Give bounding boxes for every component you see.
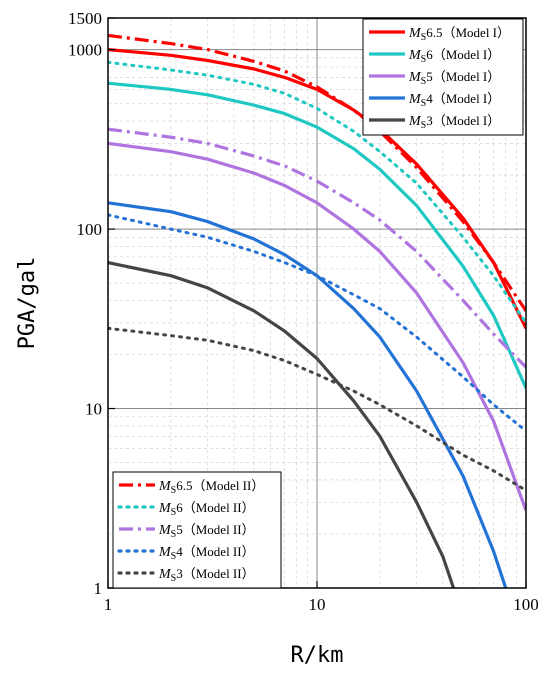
legend-entry-label: MS6（Model I）: [408, 47, 500, 65]
x-axis-label: R/km: [291, 643, 344, 668]
x-tick-label: 10: [309, 595, 326, 614]
legend-entry-label: MS4（Model II）: [158, 544, 255, 562]
legend-box: [112, 471, 282, 589]
series-line-0: [108, 48, 526, 330]
x-tick-label: 1: [104, 595, 113, 614]
legend-entry-label: MS6（Model II）: [158, 500, 255, 518]
series-lines: [108, 33, 526, 588]
legends: MS6.5（Model I） MS6（Model I） MS5（Model I） MS…: [112, 18, 524, 589]
series-line-9: [108, 326, 526, 492]
legend-top-right: MS6.5（Model I） MS6（Model I） MS5（Model I） MS…: [362, 18, 524, 136]
legend-entry-label: MS3（Model I）: [408, 113, 500, 131]
series-line-4: [108, 261, 456, 588]
legend-entry-label: MS5（Model I）: [408, 69, 500, 87]
y-tick-label: 1000: [68, 41, 102, 60]
y-tick-label: 100: [77, 220, 103, 239]
y-tick-label: 1: [94, 579, 103, 598]
axis-ticks: 1 10 100 1 10 100 1000 1500: [68, 9, 539, 614]
series-line-8: [108, 213, 526, 433]
series-line-5: [108, 33, 526, 312]
y-tick-label: 1500: [68, 9, 102, 28]
legend-entry-label: MS3（Model II）: [158, 566, 255, 584]
series-line-7: [108, 127, 526, 369]
series-line-3: [108, 201, 508, 588]
y-tick-label: 10: [85, 400, 102, 419]
y-axis-label: PGA/gal: [15, 257, 40, 350]
legend-bottom-left: MS6.5（Model II） MS6（Model II） MS5（Model II…: [112, 471, 282, 589]
legend-entry-label: MS5（Model II）: [158, 522, 255, 540]
legend-entry-label: MS6.5（Model I）: [408, 25, 510, 43]
series-line-1: [108, 81, 526, 389]
legend-entry-label: MS6.5（Model II）: [158, 478, 264, 496]
x-tick-label: 100: [513, 595, 539, 614]
legend-entry-label: MS4（Model I）: [408, 91, 500, 109]
series-line-2: [108, 141, 526, 512]
